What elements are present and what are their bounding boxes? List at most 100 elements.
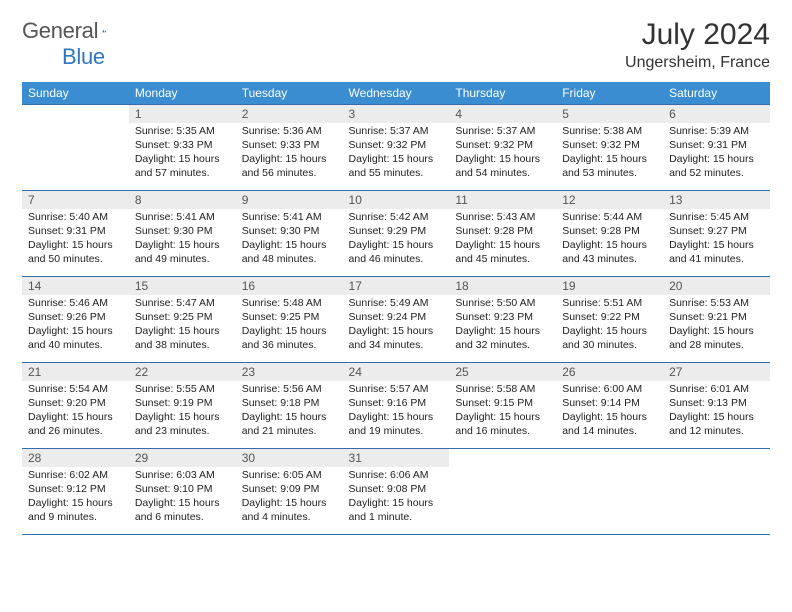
- daylight-text-1: Daylight: 15 hours: [455, 153, 550, 167]
- header: General July 2024 Ungersheim, France: [22, 18, 770, 72]
- day-details: Sunrise: 6:05 AMSunset: 9:09 PMDaylight:…: [236, 467, 343, 528]
- col-fri: Friday: [556, 82, 663, 105]
- day-number: 24: [343, 363, 450, 381]
- calendar-row: 14Sunrise: 5:46 AMSunset: 9:26 PMDayligh…: [22, 277, 770, 363]
- day-number: 30: [236, 449, 343, 467]
- sunset-text: Sunset: 9:23 PM: [455, 311, 550, 325]
- day-details: Sunrise: 5:54 AMSunset: 9:20 PMDaylight:…: [22, 381, 129, 442]
- day-details: Sunrise: 5:45 AMSunset: 9:27 PMDaylight:…: [663, 209, 770, 270]
- sunrise-text: Sunrise: 5:44 AM: [562, 211, 657, 225]
- calendar-cell: 18Sunrise: 5:50 AMSunset: 9:23 PMDayligh…: [449, 277, 556, 363]
- daylight-text-2: and 9 minutes.: [28, 511, 123, 525]
- sunset-text: Sunset: 9:32 PM: [562, 139, 657, 153]
- daylight-text-1: Daylight: 15 hours: [242, 153, 337, 167]
- sunrise-text: Sunrise: 5:36 AM: [242, 125, 337, 139]
- day-number: 6: [663, 105, 770, 123]
- day-number: 31: [343, 449, 450, 467]
- sunrise-text: Sunrise: 5:58 AM: [455, 383, 550, 397]
- calendar-row: 1Sunrise: 5:35 AMSunset: 9:33 PMDaylight…: [22, 105, 770, 191]
- daylight-text-1: Daylight: 15 hours: [349, 497, 444, 511]
- daylight-text-2: and 1 minute.: [349, 511, 444, 525]
- sunset-text: Sunset: 9:19 PM: [135, 397, 230, 411]
- day-details: Sunrise: 5:43 AMSunset: 9:28 PMDaylight:…: [449, 209, 556, 270]
- calendar-cell: 10Sunrise: 5:42 AMSunset: 9:29 PMDayligh…: [343, 191, 450, 277]
- day-details: Sunrise: 6:06 AMSunset: 9:08 PMDaylight:…: [343, 467, 450, 528]
- daylight-text-2: and 53 minutes.: [562, 167, 657, 181]
- sunrise-text: Sunrise: 5:43 AM: [455, 211, 550, 225]
- sunset-text: Sunset: 9:32 PM: [455, 139, 550, 153]
- calendar-cell: [449, 449, 556, 535]
- sunrise-text: Sunrise: 5:57 AM: [349, 383, 444, 397]
- day-details: Sunrise: 5:44 AMSunset: 9:28 PMDaylight:…: [556, 209, 663, 270]
- sunset-text: Sunset: 9:18 PM: [242, 397, 337, 411]
- day-number: 4: [449, 105, 556, 123]
- day-number: 15: [129, 277, 236, 295]
- calendar-cell: 16Sunrise: 5:48 AMSunset: 9:25 PMDayligh…: [236, 277, 343, 363]
- day-number: 16: [236, 277, 343, 295]
- sunrise-text: Sunrise: 5:40 AM: [28, 211, 123, 225]
- sunset-text: Sunset: 9:22 PM: [562, 311, 657, 325]
- calendar-head: Sunday Monday Tuesday Wednesday Thursday…: [22, 82, 770, 105]
- sunrise-text: Sunrise: 6:01 AM: [669, 383, 764, 397]
- daylight-text-2: and 23 minutes.: [135, 425, 230, 439]
- daylight-text-2: and 52 minutes.: [669, 167, 764, 181]
- day-details: Sunrise: 6:01 AMSunset: 9:13 PMDaylight:…: [663, 381, 770, 442]
- daylight-text-1: Daylight: 15 hours: [562, 239, 657, 253]
- day-details: Sunrise: 5:35 AMSunset: 9:33 PMDaylight:…: [129, 123, 236, 184]
- calendar-cell: 21Sunrise: 5:54 AMSunset: 9:20 PMDayligh…: [22, 363, 129, 449]
- daylight-text-1: Daylight: 15 hours: [242, 325, 337, 339]
- sunset-text: Sunset: 9:30 PM: [242, 225, 337, 239]
- day-number: 25: [449, 363, 556, 381]
- day-details: Sunrise: 5:38 AMSunset: 9:32 PMDaylight:…: [556, 123, 663, 184]
- sunset-text: Sunset: 9:16 PM: [349, 397, 444, 411]
- sunset-text: Sunset: 9:31 PM: [669, 139, 764, 153]
- col-mon: Monday: [129, 82, 236, 105]
- daylight-text-2: and 19 minutes.: [349, 425, 444, 439]
- sunrise-text: Sunrise: 6:06 AM: [349, 469, 444, 483]
- daylight-text-1: Daylight: 15 hours: [135, 153, 230, 167]
- daylight-text-2: and 48 minutes.: [242, 253, 337, 267]
- sunrise-text: Sunrise: 5:50 AM: [455, 297, 550, 311]
- calendar-cell: 8Sunrise: 5:41 AMSunset: 9:30 PMDaylight…: [129, 191, 236, 277]
- calendar-row: 21Sunrise: 5:54 AMSunset: 9:20 PMDayligh…: [22, 363, 770, 449]
- daylight-text-1: Daylight: 15 hours: [349, 239, 444, 253]
- day-number: 10: [343, 191, 450, 209]
- sunset-text: Sunset: 9:24 PM: [349, 311, 444, 325]
- daylight-text-2: and 55 minutes.: [349, 167, 444, 181]
- calendar-page: General July 2024 Ungersheim, France Blu…: [0, 0, 792, 553]
- col-thu: Thursday: [449, 82, 556, 105]
- sunset-text: Sunset: 9:30 PM: [135, 225, 230, 239]
- day-details: Sunrise: 6:02 AMSunset: 9:12 PMDaylight:…: [22, 467, 129, 528]
- logo-sail-icon: [102, 22, 106, 40]
- day-number: 12: [556, 191, 663, 209]
- logo: General: [22, 18, 128, 44]
- daylight-text-1: Daylight: 15 hours: [455, 239, 550, 253]
- calendar-cell: 11Sunrise: 5:43 AMSunset: 9:28 PMDayligh…: [449, 191, 556, 277]
- calendar-row: 7Sunrise: 5:40 AMSunset: 9:31 PMDaylight…: [22, 191, 770, 277]
- day-details: Sunrise: 5:39 AMSunset: 9:31 PMDaylight:…: [663, 123, 770, 184]
- day-details: Sunrise: 5:37 AMSunset: 9:32 PMDaylight:…: [343, 123, 450, 184]
- daylight-text-2: and 30 minutes.: [562, 339, 657, 353]
- daylight-text-2: and 21 minutes.: [242, 425, 337, 439]
- calendar-cell: 19Sunrise: 5:51 AMSunset: 9:22 PMDayligh…: [556, 277, 663, 363]
- daylight-text-2: and 38 minutes.: [135, 339, 230, 353]
- sunset-text: Sunset: 9:28 PM: [562, 225, 657, 239]
- title-block: July 2024 Ungersheim, France: [625, 18, 770, 72]
- day-number: 3: [343, 105, 450, 123]
- day-details: Sunrise: 5:57 AMSunset: 9:16 PMDaylight:…: [343, 381, 450, 442]
- calendar-cell: 29Sunrise: 6:03 AMSunset: 9:10 PMDayligh…: [129, 449, 236, 535]
- sunrise-text: Sunrise: 6:03 AM: [135, 469, 230, 483]
- sunrise-text: Sunrise: 5:51 AM: [562, 297, 657, 311]
- daylight-text-2: and 56 minutes.: [242, 167, 337, 181]
- day-number: 5: [556, 105, 663, 123]
- calendar-cell: 25Sunrise: 5:58 AMSunset: 9:15 PMDayligh…: [449, 363, 556, 449]
- calendar-cell: 9Sunrise: 5:41 AMSunset: 9:30 PMDaylight…: [236, 191, 343, 277]
- day-number: 13: [663, 191, 770, 209]
- logo-text-b: Blue: [62, 44, 105, 69]
- sunset-text: Sunset: 9:21 PM: [669, 311, 764, 325]
- calendar-row: 28Sunrise: 6:02 AMSunset: 9:12 PMDayligh…: [22, 449, 770, 535]
- daylight-text-2: and 50 minutes.: [28, 253, 123, 267]
- sunrise-text: Sunrise: 5:39 AM: [669, 125, 764, 139]
- sunset-text: Sunset: 9:15 PM: [455, 397, 550, 411]
- sunrise-text: Sunrise: 5:41 AM: [135, 211, 230, 225]
